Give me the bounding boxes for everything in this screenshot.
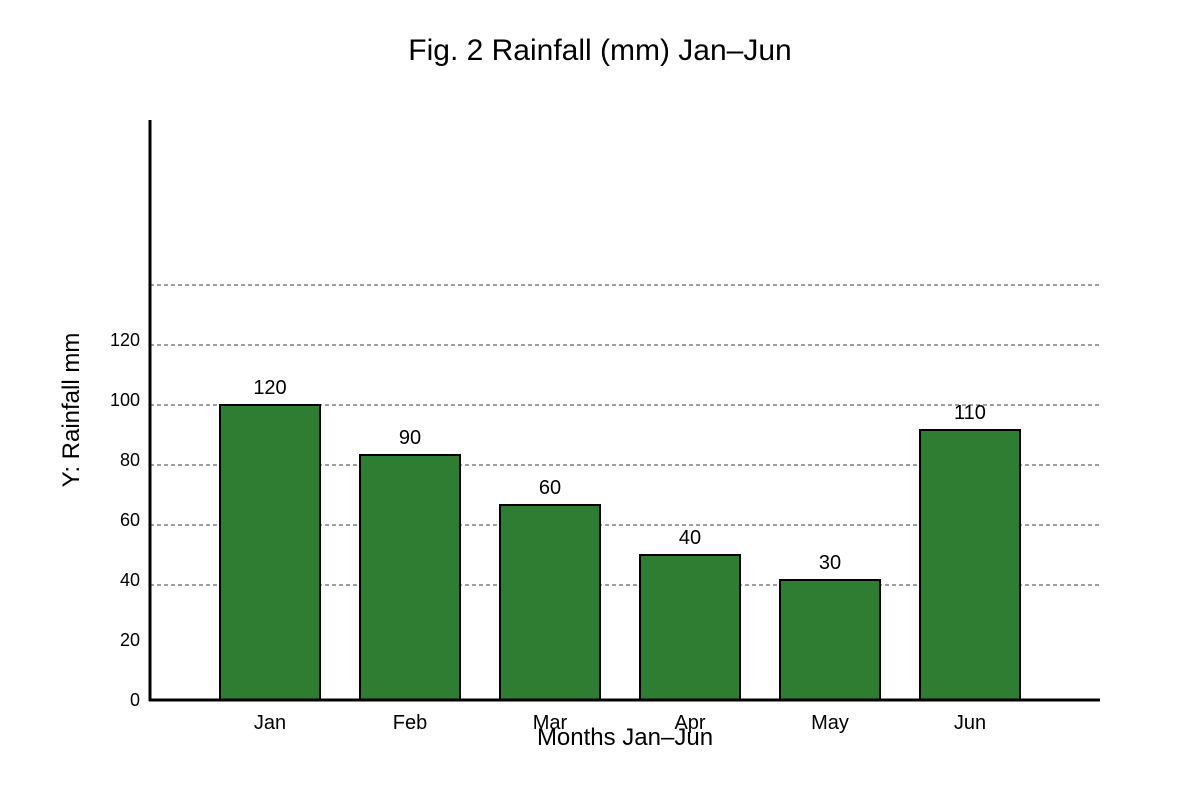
y-tick-label: 20 bbox=[120, 630, 140, 650]
data-label-may: 30 bbox=[819, 552, 841, 574]
y-tick-label: 80 bbox=[120, 450, 140, 470]
x-tick-label-may: May bbox=[811, 712, 849, 734]
bar-jan bbox=[219, 404, 321, 701]
x-tick-label-mar: Mar bbox=[533, 712, 568, 734]
x-tick-label-feb: Feb bbox=[393, 712, 427, 734]
bar-apr bbox=[639, 554, 741, 701]
bar-feb bbox=[359, 454, 461, 701]
data-label-jun: 110 bbox=[954, 402, 986, 424]
bar-may bbox=[779, 579, 881, 701]
data-label-jan: 120 bbox=[253, 377, 286, 399]
x-tick-label-jun: Jun bbox=[954, 712, 986, 734]
y-tick-label: 40 bbox=[120, 570, 140, 590]
bar-mar bbox=[499, 504, 601, 701]
data-label-apr: 40 bbox=[679, 527, 701, 549]
data-label-feb: 90 bbox=[399, 427, 421, 449]
y-axis-ticks: 0 20 40 60 80 100 120 bbox=[110, 330, 140, 710]
chart-title: Fig. 2 Rainfall (mm) Jan–Jun bbox=[408, 34, 791, 67]
bars bbox=[219, 404, 1021, 701]
x-axis-label: Months Jan–Jun bbox=[537, 724, 713, 751]
y-axis-label: Y: Rainfall mm bbox=[58, 333, 85, 488]
data-labels: 120 90 60 40 30 110 bbox=[253, 377, 986, 574]
y-tick-label: 0 bbox=[130, 690, 140, 710]
y-tick-label: 60 bbox=[120, 510, 140, 530]
x-axis-ticks: Jan Feb Mar Apr May Jun bbox=[254, 712, 986, 734]
y-tick-label: 120 bbox=[110, 330, 140, 350]
x-tick-label-jan: Jan bbox=[254, 712, 286, 734]
data-label-mar: 60 bbox=[539, 477, 561, 499]
y-tick-label: 100 bbox=[110, 390, 140, 410]
x-tick-label-apr: Apr bbox=[674, 712, 705, 734]
bar-jun bbox=[919, 429, 1021, 701]
